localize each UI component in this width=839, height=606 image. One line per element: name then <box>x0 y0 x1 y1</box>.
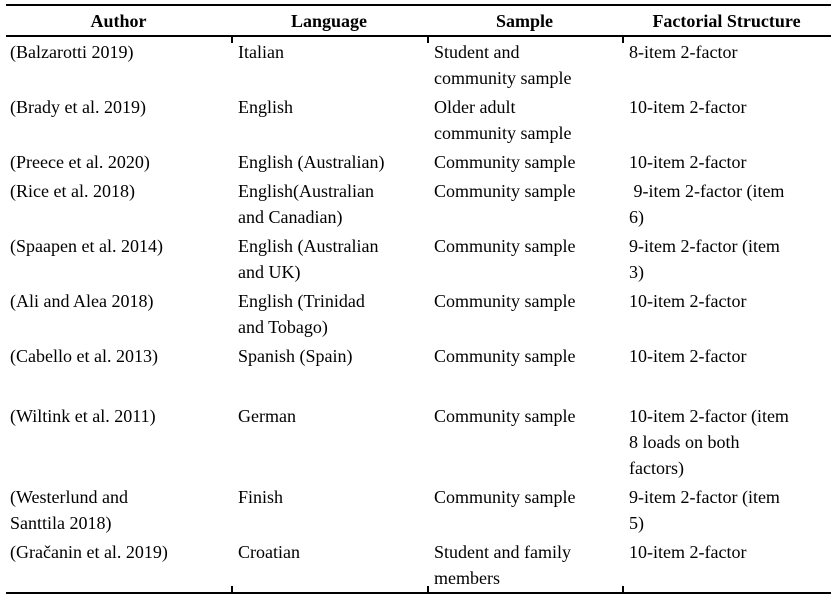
language-cell: English (Australian) <box>238 152 385 172</box>
author-cell: (Balzarotti 2019) <box>10 42 134 62</box>
table-row: (Preece et al. 2020) English (Australian… <box>6 147 831 176</box>
table-row: (Ali and Alea 2018) English (Trinidad an… <box>6 286 831 341</box>
sample-cell: Community sample <box>434 406 576 426</box>
language-cell: English(Australian and Canadian) <box>238 181 374 227</box>
factorial-structure-cell: 9-item 2-factor (item 5) <box>629 487 780 533</box>
table-row: (Brady et al. 2019) English Older adult … <box>6 92 831 147</box>
column-header-author: Author <box>6 5 231 37</box>
table-row: (Spaapen et al. 2014) English (Australia… <box>6 231 831 286</box>
table-body: (Balzarotti 2019) Italian Student and co… <box>6 36 831 593</box>
table-row: (Wiltink et al. 2011) German Community s… <box>6 401 831 482</box>
language-cell: German <box>238 406 296 426</box>
factorial-structure-cell: 10-item 2-factor <box>629 97 747 117</box>
factorial-structure-cell: 10-item 2-factor <box>629 152 747 172</box>
column-separator-tick <box>427 37 429 43</box>
column-separator-tick <box>427 586 429 592</box>
column-header-language: Language <box>231 5 427 37</box>
sample-cell: Community sample <box>434 346 576 366</box>
table-header: Author Language Sample Factorial Structu… <box>6 5 831 37</box>
table-row: (Cabello et al. 2013) Spanish (Spain) Co… <box>6 341 831 401</box>
author-cell: (Wiltink et al. 2011) <box>10 406 156 426</box>
sample-cell: Community sample <box>434 487 576 507</box>
sample-cell: Community sample <box>434 236 576 256</box>
author-cell: (Westerlund and Santtila 2018) <box>10 487 129 533</box>
factorial-structure-cell: 10-item 2-factor <box>629 346 747 366</box>
factorial-structure-cell: 10-item 2-factor <box>629 542 747 562</box>
column-separator-tick <box>622 586 624 592</box>
author-cell: (Gračanin et al. 2019) <box>10 542 168 562</box>
language-cell: Croatian <box>238 542 300 562</box>
sample-cell: Student and community sample <box>434 42 572 88</box>
factorial-structure-cell: 8-item 2-factor <box>629 42 738 62</box>
column-separator-tick <box>231 37 233 43</box>
table-row: (Westerlund and Santtila 2018) Finish Co… <box>6 482 831 537</box>
author-cell: (Cabello et al. 2013) <box>10 346 158 366</box>
study-table-wrapper: Author Language Sample Factorial Structu… <box>6 4 831 594</box>
language-cell: Italian <box>238 42 284 62</box>
header-row: Author Language Sample Factorial Structu… <box>6 5 831 37</box>
table-row: (Gračanin et al. 2019) Croatian Student … <box>6 537 831 593</box>
column-separator-tick <box>231 586 233 592</box>
author-cell: (Ali and Alea 2018) <box>10 291 154 311</box>
column-header-factorial-structure: Factorial Structure <box>622 5 831 37</box>
factorial-structure-cell: 9-item 2-factor (item 6) <box>629 181 785 227</box>
factorial-structure-cell: 10-item 2-factor (item 8 loads on both f… <box>629 406 789 478</box>
factorial-structure-cell: 9-item 2-factor (item 3) <box>629 236 780 282</box>
table-row: (Balzarotti 2019) Italian Student and co… <box>6 36 831 92</box>
author-cell: (Brady et al. 2019) <box>10 97 146 117</box>
sample-cell: Community sample <box>434 181 576 201</box>
column-header-sample: Sample <box>427 5 622 37</box>
sample-cell: Student and family members <box>434 542 571 588</box>
author-cell: (Preece et al. 2020) <box>10 152 150 172</box>
language-cell: Spanish (Spain) <box>238 346 353 366</box>
author-cell: (Spaapen et al. 2014) <box>10 236 163 256</box>
language-cell: English (Australian and UK) <box>238 236 379 282</box>
sample-cell: Community sample <box>434 152 576 172</box>
table-row: (Rice et al. 2018) English(Australian an… <box>6 176 831 231</box>
sample-cell: Community sample <box>434 291 576 311</box>
validation-studies-table: Author Language Sample Factorial Structu… <box>6 4 831 594</box>
language-cell: English (Trinidad and Tobago) <box>238 291 365 337</box>
sample-cell: Older adult community sample <box>434 97 572 143</box>
factorial-structure-cell: 10-item 2-factor <box>629 291 747 311</box>
column-separator-tick <box>622 37 624 43</box>
author-cell: (Rice et al. 2018) <box>10 181 135 201</box>
language-cell: English <box>238 97 294 117</box>
language-cell: Finish <box>238 487 284 507</box>
